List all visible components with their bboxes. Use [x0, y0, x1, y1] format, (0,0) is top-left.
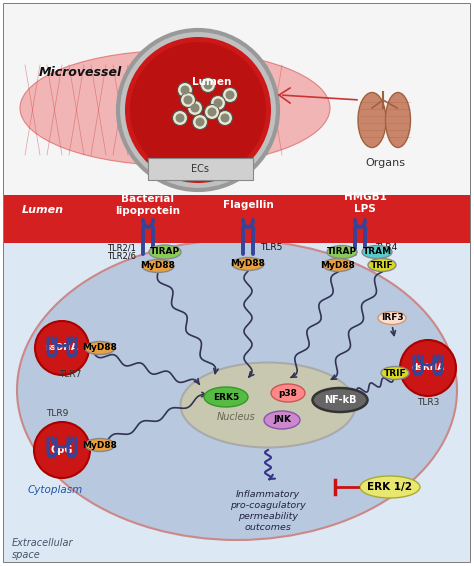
Circle shape [125, 37, 271, 183]
Text: MyD88: MyD88 [82, 344, 118, 353]
Circle shape [400, 340, 456, 396]
Ellipse shape [327, 246, 357, 259]
Text: TRAM: TRAM [363, 247, 392, 256]
Text: Lumen: Lumen [22, 205, 64, 215]
Text: TLR5: TLR5 [260, 243, 283, 252]
Text: TLR9: TLR9 [46, 409, 68, 418]
Ellipse shape [232, 258, 264, 271]
Ellipse shape [358, 92, 386, 148]
Ellipse shape [378, 311, 406, 324]
Circle shape [34, 422, 90, 478]
FancyBboxPatch shape [4, 195, 470, 243]
Text: Extracellular
space: Extracellular space [12, 538, 73, 560]
Circle shape [188, 101, 202, 115]
Text: TIRAP: TIRAP [327, 247, 357, 256]
FancyBboxPatch shape [4, 195, 470, 562]
Text: JNK: JNK [273, 415, 291, 424]
Ellipse shape [385, 92, 410, 148]
Ellipse shape [323, 259, 353, 272]
FancyBboxPatch shape [4, 4, 470, 195]
Text: MyD88: MyD88 [82, 440, 118, 449]
Circle shape [175, 114, 184, 122]
Ellipse shape [204, 387, 248, 407]
Text: Organs: Organs [365, 158, 405, 168]
Text: Bacterial
lipoprotein: Bacterial lipoprotein [116, 194, 181, 216]
Text: TLR3: TLR3 [417, 398, 439, 407]
Text: Microvessel: Microvessel [38, 66, 122, 79]
Text: TIRAP: TIRAP [150, 247, 180, 256]
Circle shape [35, 321, 89, 375]
Ellipse shape [381, 367, 409, 379]
Circle shape [220, 114, 229, 122]
Circle shape [222, 88, 237, 102]
Ellipse shape [17, 240, 457, 540]
Ellipse shape [149, 245, 181, 259]
Circle shape [181, 85, 190, 95]
Text: MyD88: MyD88 [141, 261, 175, 271]
Text: MyD88: MyD88 [230, 259, 265, 268]
Circle shape [226, 91, 235, 100]
Ellipse shape [85, 439, 115, 452]
Circle shape [183, 96, 192, 105]
Circle shape [130, 42, 266, 178]
Circle shape [177, 83, 192, 97]
Text: ssDNA: ssDNA [46, 344, 78, 353]
Circle shape [181, 92, 195, 108]
Ellipse shape [368, 259, 396, 272]
Text: Inflammatory
pro-coagulatory
permeability
outcomes: Inflammatory pro-coagulatory permeabilit… [230, 490, 306, 532]
Text: dsRNA: dsRNA [411, 363, 445, 372]
Circle shape [173, 110, 188, 126]
Ellipse shape [20, 50, 330, 165]
Text: TLR2/6: TLR2/6 [107, 251, 136, 260]
Ellipse shape [85, 341, 115, 354]
Ellipse shape [271, 384, 305, 402]
Text: MyD88: MyD88 [320, 260, 356, 269]
Circle shape [213, 98, 222, 108]
Ellipse shape [312, 388, 367, 412]
Text: Lumen: Lumen [192, 77, 232, 87]
Circle shape [204, 105, 219, 119]
Text: ERK 1/2: ERK 1/2 [367, 482, 412, 492]
Text: TRIF: TRIF [383, 368, 406, 378]
Ellipse shape [181, 362, 356, 448]
Text: ECs: ECs [191, 164, 209, 174]
Circle shape [203, 80, 212, 89]
Circle shape [118, 30, 278, 190]
Circle shape [201, 78, 216, 92]
Text: Flagellin: Flagellin [223, 200, 273, 210]
FancyBboxPatch shape [4, 195, 470, 237]
Text: Cytoplasm: Cytoplasm [28, 485, 83, 495]
Circle shape [192, 114, 208, 130]
Ellipse shape [142, 259, 174, 272]
Circle shape [195, 118, 204, 126]
Ellipse shape [360, 476, 420, 498]
Text: TLR7: TLR7 [59, 370, 81, 379]
FancyBboxPatch shape [4, 4, 470, 562]
Circle shape [208, 108, 217, 117]
Text: TLR4: TLR4 [375, 243, 397, 252]
Text: CpG: CpG [51, 445, 73, 455]
Text: TRIF: TRIF [371, 260, 393, 269]
Text: NF-kB: NF-kB [324, 395, 356, 405]
Text: TLR2/1: TLR2/1 [107, 243, 136, 252]
FancyBboxPatch shape [148, 158, 253, 180]
Text: p38: p38 [279, 388, 298, 397]
Circle shape [218, 110, 233, 126]
Text: HMGB1
LPS: HMGB1 LPS [344, 192, 386, 214]
Ellipse shape [264, 411, 300, 429]
Text: ERK5: ERK5 [213, 392, 239, 401]
Circle shape [210, 96, 226, 110]
Ellipse shape [362, 246, 392, 259]
Text: IRF3: IRF3 [381, 314, 403, 323]
Text: Nucleus: Nucleus [217, 412, 255, 422]
Circle shape [191, 104, 200, 113]
